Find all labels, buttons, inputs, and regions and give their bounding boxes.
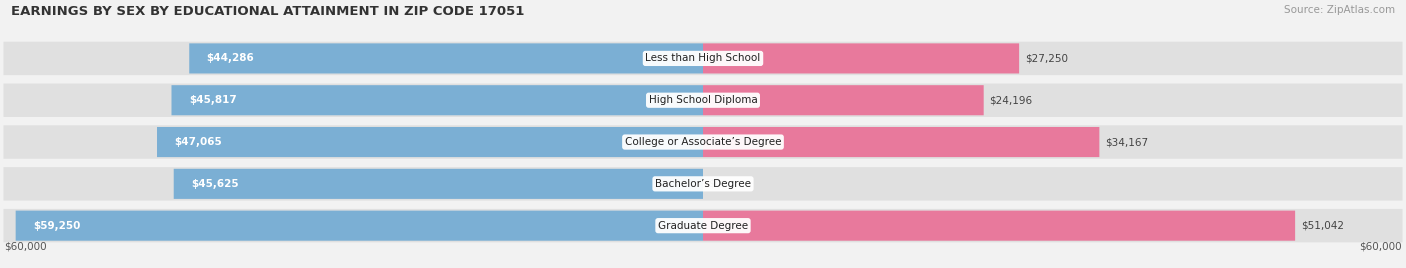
FancyBboxPatch shape (174, 169, 703, 199)
Text: EARNINGS BY SEX BY EDUCATIONAL ATTAINMENT IN ZIP CODE 17051: EARNINGS BY SEX BY EDUCATIONAL ATTAINMEN… (11, 5, 524, 18)
FancyBboxPatch shape (15, 211, 703, 241)
Text: $45,625: $45,625 (191, 179, 239, 189)
Text: $47,065: $47,065 (174, 137, 222, 147)
Text: $51,042: $51,042 (1301, 221, 1344, 231)
FancyBboxPatch shape (3, 167, 1403, 200)
Text: Bachelor’s Degree: Bachelor’s Degree (655, 179, 751, 189)
Text: $44,286: $44,286 (207, 53, 254, 64)
Text: Graduate Degree: Graduate Degree (658, 221, 748, 231)
FancyBboxPatch shape (703, 85, 984, 115)
Text: $60,000: $60,000 (4, 241, 46, 251)
Text: College or Associate’s Degree: College or Associate’s Degree (624, 137, 782, 147)
FancyBboxPatch shape (3, 84, 1403, 117)
Text: $24,196: $24,196 (990, 95, 1032, 105)
FancyBboxPatch shape (3, 42, 1403, 75)
FancyBboxPatch shape (703, 43, 1019, 73)
Text: Source: ZipAtlas.com: Source: ZipAtlas.com (1284, 5, 1395, 15)
FancyBboxPatch shape (703, 211, 1295, 241)
Text: High School Diploma: High School Diploma (648, 95, 758, 105)
FancyBboxPatch shape (172, 85, 703, 115)
FancyBboxPatch shape (3, 125, 1403, 159)
Text: $0: $0 (709, 179, 721, 189)
Text: $27,250: $27,250 (1025, 53, 1067, 64)
FancyBboxPatch shape (3, 209, 1403, 242)
Text: $34,167: $34,167 (1105, 137, 1149, 147)
Text: Less than High School: Less than High School (645, 53, 761, 64)
Text: $45,817: $45,817 (188, 95, 236, 105)
Text: $59,250: $59,250 (34, 221, 80, 231)
FancyBboxPatch shape (157, 127, 703, 157)
FancyBboxPatch shape (703, 127, 1099, 157)
Text: $60,000: $60,000 (1360, 241, 1402, 251)
FancyBboxPatch shape (190, 43, 703, 73)
